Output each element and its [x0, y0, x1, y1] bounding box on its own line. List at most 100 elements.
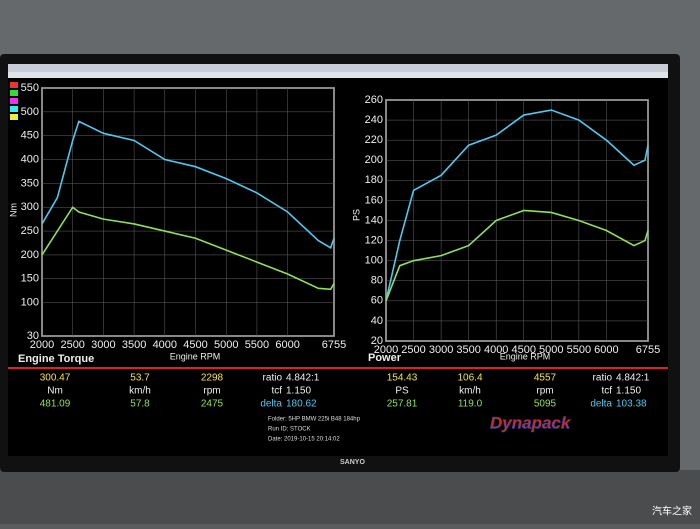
readout-value: 257.81 [387, 399, 418, 410]
color-key [10, 90, 18, 96]
y-tick-label: 200 [365, 154, 383, 166]
setting-label: tcf [601, 386, 612, 397]
y-axis-label: PS [351, 209, 361, 221]
readout-unit: rpm [203, 386, 220, 397]
y-tick-label: 350 [21, 177, 39, 189]
x-tick-label: 5500 [567, 344, 591, 356]
y-tick-label: 150 [21, 273, 39, 285]
x-tick-label: 3000 [91, 339, 115, 351]
y-tick-label: 240 [365, 114, 383, 126]
y-tick-label: 450 [21, 130, 39, 142]
readouts: 300.47 Nm 481.09 53.7 km/h 57.8 2298 rpm 2475 154… [40, 373, 650, 410]
series-line [41, 206, 335, 291]
readout-value: 4557 [534, 373, 557, 384]
setting-label: delta [260, 399, 282, 410]
readout-value: 5095 [534, 399, 557, 410]
x-tick-label: 6000 [594, 344, 618, 356]
x-tick-label: 3500 [456, 344, 480, 356]
color-key [10, 106, 18, 112]
readout-value: 481.09 [40, 399, 71, 410]
readout-unit: PS [395, 386, 409, 397]
y-tick-label: 220 [365, 134, 383, 146]
readout-value: 53.7 [130, 373, 150, 384]
watermark: 汽车之家 [652, 505, 692, 518]
chart-title: Engine Torque [18, 353, 94, 365]
x-tick-label: 6000 [275, 339, 299, 351]
x-tick-label: 6755 [636, 344, 660, 356]
monitor-brand: SANYO [340, 459, 365, 466]
series-line [385, 209, 649, 302]
readout-value: 2475 [201, 399, 224, 410]
setting-label: ratio [263, 373, 283, 384]
x-tick-label: 4000 [153, 339, 177, 351]
y-axis-label: Nm [8, 203, 18, 217]
color-key [10, 114, 18, 120]
readout-value: 154.43 [387, 373, 418, 384]
y-tick-label: 20 [371, 335, 383, 347]
y-tick-label: 100 [21, 297, 39, 309]
setting-label: delta [590, 399, 612, 410]
x-tick-label: 2500 [401, 344, 425, 356]
x-tick-label: 2000 [30, 339, 54, 351]
logo: Dynapack [490, 413, 572, 432]
y-tick-label: 550 [21, 82, 39, 94]
x-tick-label: 5000 [539, 344, 563, 356]
x-tick-label: 2500 [60, 339, 84, 351]
y-tick-label: 80 [371, 275, 383, 287]
y-tick-label: 40 [371, 315, 383, 327]
y-tick-label: 500 [21, 106, 39, 118]
setting-value: 4.842:1 [616, 373, 650, 384]
setting-label: ratio [593, 373, 613, 384]
chart-title: Power [368, 352, 402, 364]
y-tick-label: 180 [365, 174, 383, 186]
y-tick-label: 100 [365, 255, 383, 267]
readout-value: 2298 [201, 373, 224, 384]
x-tick-label: 5000 [214, 339, 238, 351]
color-key [10, 82, 18, 88]
x-axis-label: Engine RPM [500, 351, 551, 361]
y-tick-label: 250 [21, 225, 39, 237]
info: Folder: 5HP BMW 225i B48 184hp [268, 417, 361, 423]
x-axis-label: Engine RPM [170, 351, 221, 361]
readout-value: 106.4 [457, 373, 482, 384]
setting-value: 1.150 [286, 386, 311, 397]
x-tick-label: 6755 [322, 339, 346, 351]
y-tick-label: 160 [365, 194, 383, 206]
color-key [10, 98, 18, 104]
y-tick-label: 200 [21, 249, 39, 261]
x-tick-label: 5500 [245, 339, 269, 351]
readout-unit: Nm [47, 386, 63, 397]
setting-value: 1.150 [616, 386, 641, 397]
x-tick-label: 4000 [484, 344, 508, 356]
y-tick-label: 60 [371, 295, 383, 307]
x-tick-label: 2000 [374, 344, 398, 356]
x-tick-label: 4500 [512, 344, 536, 356]
title-bar [8, 64, 668, 72]
readout-unit: rpm [536, 386, 553, 397]
y-tick-label: 300 [21, 201, 39, 213]
y-tick-label: 120 [365, 234, 383, 246]
y-tick-label: 260 [365, 94, 383, 106]
y-tick-label: 400 [21, 153, 39, 165]
readout-value: 57.8 [130, 399, 150, 410]
readout-value: 300.47 [40, 373, 71, 384]
floor [0, 470, 700, 524]
setting-value: 4.842:1 [286, 373, 320, 384]
readout-unit: km/h [129, 386, 151, 397]
readout-unit: km/h [459, 386, 481, 397]
setting-value: 103.38 [616, 399, 647, 410]
x-tick-label: 3000 [429, 344, 453, 356]
x-tick-label: 4500 [183, 339, 207, 351]
series-line [41, 120, 335, 249]
series-line [385, 109, 649, 302]
menu-bar [8, 72, 668, 78]
y-tick-label: 30 [27, 330, 39, 342]
setting-label: tcf [271, 386, 282, 397]
y-tick-label: 140 [365, 214, 383, 226]
setting-value: 180.62 [286, 399, 317, 410]
info: Date: 2019-10-15 20:14:02 [268, 437, 340, 443]
readout-value: 119.0 [458, 399, 483, 410]
